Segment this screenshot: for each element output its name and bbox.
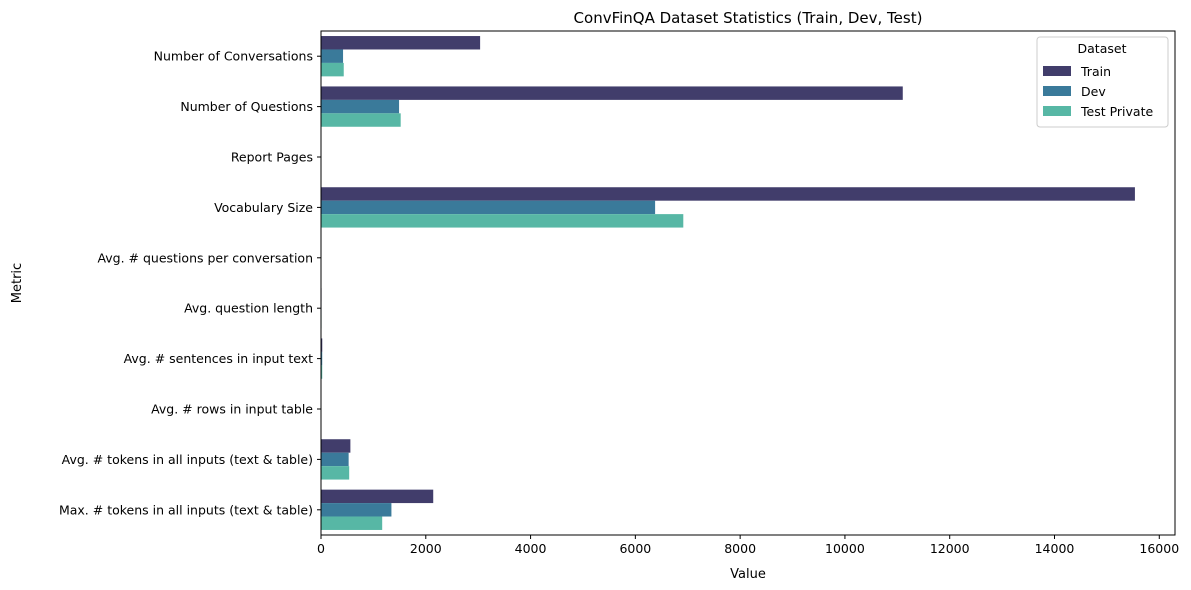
bar-test-private-number-of-conversations <box>321 62 344 77</box>
bar-dev-vocabulary-size <box>321 200 656 215</box>
x-axis-label: Value <box>730 567 766 582</box>
legend-swatch-dev <box>1043 86 1071 96</box>
x-tick-labels: 0 2000 4000 6000 8000 10000 12000 14000 16000 <box>317 535 1179 556</box>
bar-train-avg-tokens-in-all-inputs-text-table <box>321 439 351 453</box>
bar-test-private-avg-tokens-in-all-inputs-text-table <box>321 466 350 480</box>
bar-train-avg-sentences-in-input-text <box>321 338 323 352</box>
y-tick-label: Report Pages <box>231 150 313 165</box>
legend: Dataset Train Dev Test Private <box>1036 36 1169 128</box>
y-tick-label: Vocabulary Size <box>214 200 313 215</box>
legend-label-test-private: Test Private <box>1080 104 1153 119</box>
legend-label-train: Train <box>1080 64 1111 79</box>
y-tick-label: Number of Conversations <box>154 49 313 64</box>
legend-swatch-test-private <box>1043 106 1071 116</box>
bar-train-max-tokens-in-all-inputs-text-table <box>321 489 434 504</box>
bar-test-private-vocabulary-size <box>321 214 684 228</box>
x-tick-label: 8000 <box>724 541 756 556</box>
y-tick-label: Avg. # questions per conversation <box>97 250 313 265</box>
legend-title: Dataset <box>1078 41 1127 56</box>
x-tick-label: 14000 <box>1035 541 1075 556</box>
legend-frame <box>1036 36 1169 128</box>
bar-test-private-max-tokens-in-all-inputs-text-table <box>321 516 383 530</box>
bar-test-private-avg-sentences-in-input-text <box>321 365 323 379</box>
x-tick-label: 2000 <box>410 541 442 556</box>
y-tick-label: Avg. # sentences in input text <box>124 351 313 366</box>
legend-items: Train Dev Test Private <box>1043 64 1153 119</box>
bars-group <box>321 36 1135 530</box>
bar-dev-number-of-conversations <box>321 49 344 63</box>
bar-train-number-of-questions <box>321 86 903 100</box>
y-tick-label: Avg. # tokens in all inputs (text & tabl… <box>62 452 313 467</box>
y-tick-label: Max. # tokens in all inputs (text & tabl… <box>59 502 313 517</box>
bar-dev-avg-tokens-in-all-inputs-text-table <box>321 452 349 467</box>
x-tick-label: 6000 <box>619 541 651 556</box>
x-tick-label: 0 <box>317 541 325 556</box>
y-tick-label: Avg. question length <box>184 301 313 316</box>
bar-train-number-of-conversations <box>321 36 481 50</box>
y-tick-label: Avg. # rows in input table <box>151 402 313 417</box>
x-tick-label: 10000 <box>825 541 865 556</box>
bar-train-vocabulary-size <box>321 187 1135 201</box>
y-axis-label: Metric <box>10 263 25 303</box>
bar-dev-max-tokens-in-all-inputs-text-table <box>321 503 392 517</box>
bar-dev-avg-sentences-in-input-text <box>321 351 323 366</box>
bar-dev-number-of-questions <box>321 99 400 114</box>
bar-test-private-number-of-questions <box>321 113 401 127</box>
legend-swatch-train <box>1043 66 1071 76</box>
legend-label-dev: Dev <box>1081 84 1106 99</box>
y-tick-label: Number of Questions <box>180 99 313 114</box>
x-tick-label: 12000 <box>930 541 970 556</box>
chart-title: ConvFinQA Dataset Statistics (Train, Dev… <box>574 9 923 27</box>
x-tick-label: 16000 <box>1139 541 1179 556</box>
y-tick-labels: Number of Conversations Number of Questio… <box>59 49 321 517</box>
x-tick-label: 4000 <box>515 541 547 556</box>
plot-frame <box>320 30 1176 536</box>
